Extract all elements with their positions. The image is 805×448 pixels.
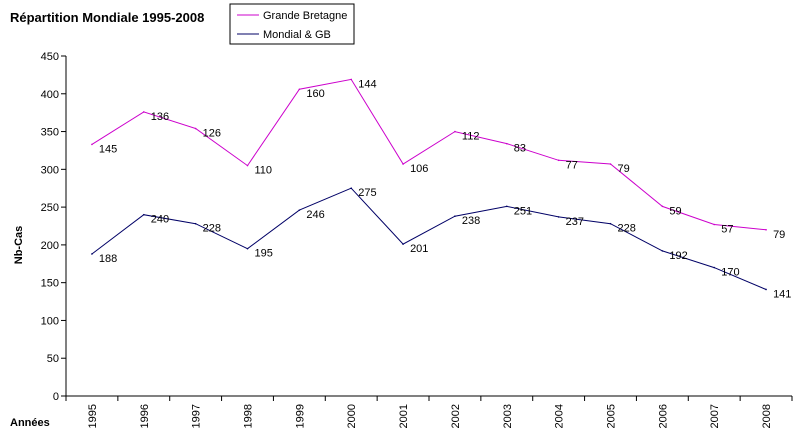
data-label: 246 [306,209,324,221]
data-label: 188 [99,253,117,265]
y-tick-label: 450 [41,51,59,63]
data-label: 112 [462,131,480,143]
series-line-0 [91,78,767,231]
x-tick-label: 2008 [761,404,773,428]
series-layer: 145 136 126 110 160 144 106 112 83 77 79 59 57 79 188 2… [91,78,791,300]
data-point [454,130,456,133]
data-label: 192 [669,250,687,262]
data-point [402,163,404,165]
data-label: 77 [566,159,578,171]
data-label: 237 [566,216,584,228]
series-line-1 [91,187,767,290]
x-tick-label: 2002 [450,404,462,428]
data-point [91,253,93,255]
legend-box [229,3,355,45]
x-tick-label: 2006 [657,404,669,428]
data-point [609,222,612,225]
data-point [713,266,716,269]
data-point [661,250,664,252]
y-tick-label: 350 [41,127,59,139]
data-point [609,163,612,165]
data-point [713,223,716,226]
data-label: 170 [721,267,739,279]
data-label: 228 [203,223,221,235]
data-label: 240 [151,214,169,226]
y-axis-label: Nb-Cas [13,226,25,265]
legend-label-mondial-gb: Mondial & GB [263,29,331,41]
data-point [91,143,93,146]
data-label: 144 [358,78,376,90]
x-tick-label: 2003 [502,404,514,428]
data-point [765,288,767,291]
data-point [350,187,353,190]
y-tick-label: 100 [41,315,59,327]
x-tick-label: 2007 [709,404,721,428]
data-label: 126 [203,128,221,140]
chart-title: Répartition Mondiale 1995-2008 [10,10,204,25]
data-label: 145 [99,143,117,155]
y-tick-label: 150 [41,278,59,290]
data-label: 106 [410,163,428,175]
data-point [246,164,249,167]
data-label: 251 [514,205,532,217]
data-point [142,213,145,216]
data-point [505,205,508,208]
data-point [298,88,301,91]
data-label: 79 [618,163,630,175]
x-tick-label: 1998 [243,404,255,428]
data-point [505,142,508,145]
data-label: 79 [773,229,785,241]
x-tick-label: 2001 [398,404,410,428]
data-point [142,111,145,113]
y-tick-label: 50 [47,353,59,365]
data-label: 110 [255,165,273,177]
x-tick-label: 2004 [554,404,566,428]
data-label: 195 [255,248,273,260]
data-point [557,159,560,162]
x-tick-label: 2005 [606,404,618,428]
x-tick-label: 1995 [87,404,99,428]
data-label: 57 [721,223,733,235]
data-label: 228 [618,223,636,235]
y-tick-label: 300 [41,164,59,176]
axes: 0 50 100 150 200 250 300 350 400 450 1995 1996 1997 1… [41,51,793,428]
y-tick-label: 200 [41,240,59,252]
data-point [402,243,404,245]
data-label: 238 [462,215,480,227]
data-label: 160 [306,88,324,100]
data-point [194,222,197,225]
data-point [454,215,456,217]
data-point [246,247,249,250]
data-label: 136 [151,111,169,123]
data-point [765,228,767,231]
x-tick-label: 1999 [294,404,306,428]
data-point [194,127,197,130]
x-tick-label: 1996 [139,404,151,428]
data-point [298,209,301,211]
data-label: 83 [514,143,526,155]
data-point [350,78,353,81]
x-tick-label: 1997 [191,404,203,428]
data-label: 141 [773,288,791,300]
data-label: 59 [669,205,681,217]
y-tick-label: 250 [41,202,59,214]
x-tick-label: 2000 [346,404,358,428]
data-point [661,205,664,208]
legend: Grande Bretagne Mondial & GB [229,3,355,45]
data-label: 201 [410,243,428,255]
y-tick-label: 0 [53,391,59,403]
y-tick-label: 400 [41,89,59,101]
data-label: 275 [358,187,376,199]
x-axis-label: Années [10,417,50,429]
data-point [557,216,560,218]
legend-label-grande-bretagne: Grande Bretagne [263,10,347,22]
